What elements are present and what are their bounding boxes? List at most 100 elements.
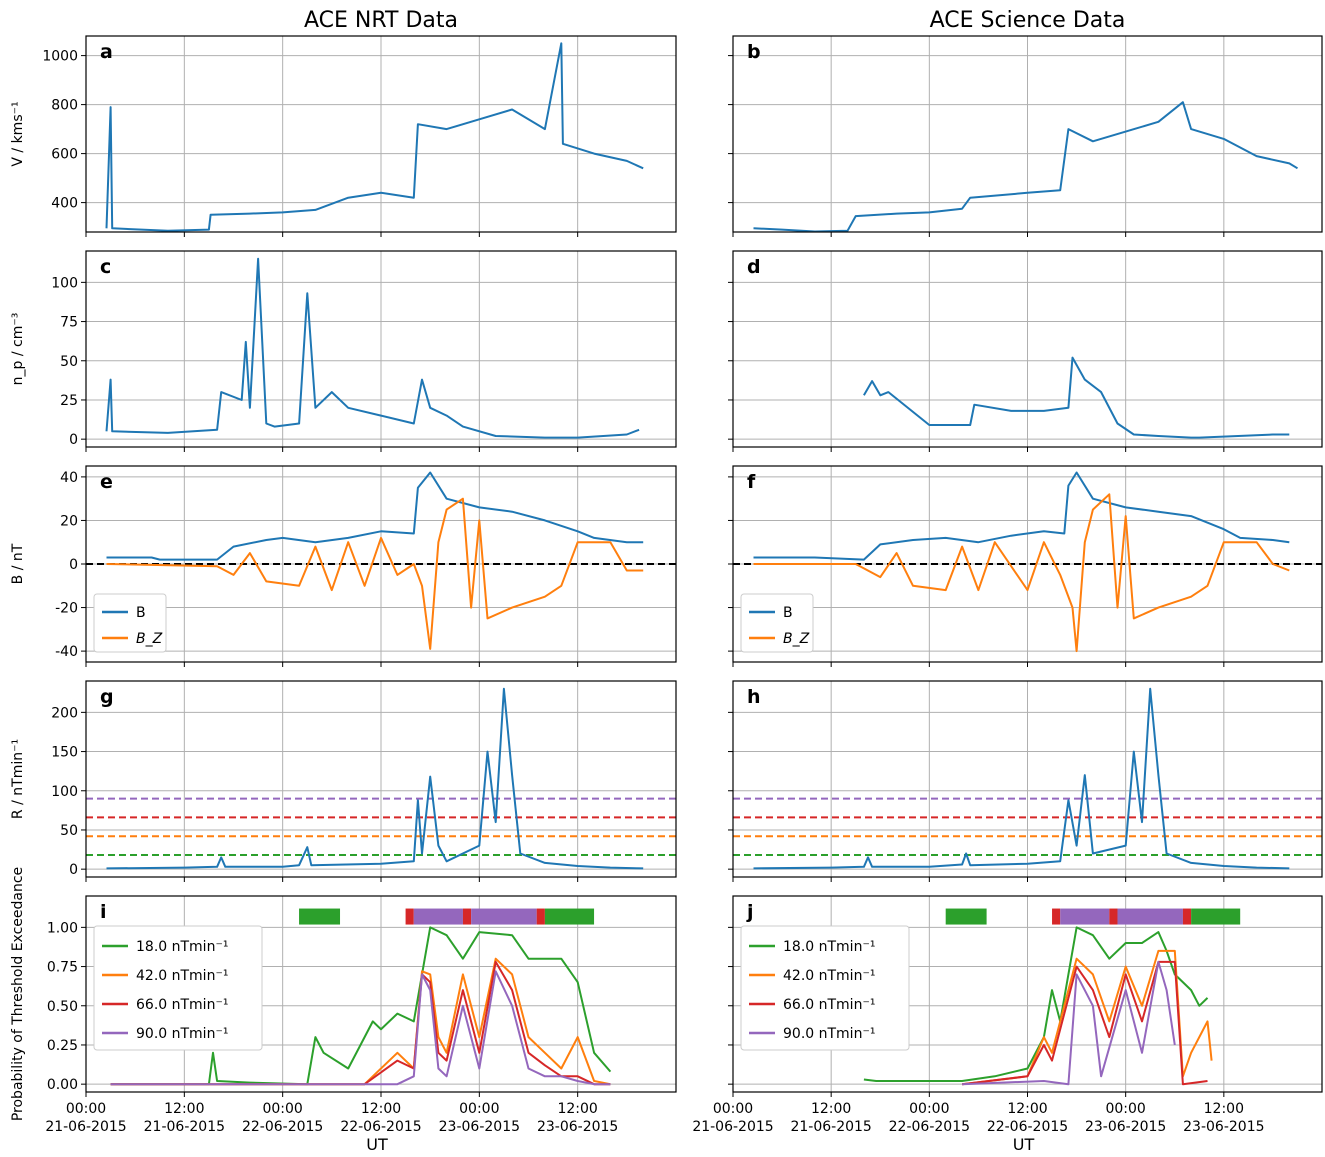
y-tick-label: -40: [55, 644, 78, 660]
y-tick-label: 800: [51, 98, 78, 114]
legend-box: [740, 925, 910, 1051]
y-tick-label: 0.00: [47, 1077, 78, 1093]
x-tick-date-label: 22-06-2015: [889, 1119, 970, 1135]
panel-letter: a: [100, 41, 113, 63]
y-tick-label: 40: [60, 470, 78, 486]
exceedance-bar: [462, 908, 472, 925]
panel-letter: j: [746, 901, 754, 923]
x-tick-date-label: 23-06-2015: [1085, 1119, 1166, 1135]
y-tick-label: 20: [60, 513, 78, 529]
y-tick-label: 0.25: [47, 1038, 78, 1054]
panel-letter: e: [100, 471, 113, 493]
y-tick-label: 0: [69, 862, 78, 878]
x-tick-date-label: 23-06-2015: [439, 1119, 520, 1135]
legend-label: 18.0 nTmin⁻¹: [783, 939, 875, 955]
series-line: [105, 42, 644, 232]
y-tick-label: -20: [55, 601, 78, 617]
y-tick-label: 0: [69, 432, 78, 448]
y-tick-label: 600: [51, 147, 78, 163]
y-tick-label: 100: [51, 275, 78, 291]
y-tick-label: 0.50: [47, 999, 78, 1015]
legend-label: 90.0 nTmin⁻¹: [783, 1026, 875, 1042]
series-line: [753, 101, 1299, 233]
x-tick-time-label: 00:00: [262, 1101, 302, 1117]
exceedance-bar: [1109, 908, 1118, 925]
panel-letter: b: [747, 41, 761, 63]
panel-letter: c: [100, 256, 111, 278]
y-tick-label: 1.00: [47, 920, 78, 936]
legend-label: B: [136, 605, 146, 621]
series-line: [961, 960, 1208, 1086]
y-tick-label: 400: [51, 196, 78, 212]
y-tick-label: 100: [51, 784, 78, 800]
x-tick-time-label: 12:00: [361, 1101, 401, 1117]
legend-probability: 18.0 nTmin⁻¹ 42.0 nTmin⁻¹ 66.0 nTmin⁻¹ 90.0…: [740, 925, 910, 1051]
y-axis-label: Probability of Threshold Exceedance: [10, 867, 26, 1121]
x-tick-date-label: 23-06-2015: [1183, 1119, 1264, 1135]
y-tick-label: 150: [51, 745, 78, 761]
y-axis-label: R / nTmin⁻¹: [10, 739, 26, 819]
series-line: [106, 471, 644, 561]
panel-letter: g: [100, 686, 114, 708]
legend-label: 66.0 nTmin⁻¹: [783, 997, 875, 1013]
x-tick-date-label: 21-06-2015: [45, 1119, 126, 1135]
legend-label: B_Z: [136, 631, 163, 647]
exceedance-bar: [405, 908, 414, 925]
legend-label: B: [783, 605, 793, 621]
exceedance-bar: [299, 908, 341, 925]
x-tick-time-label: 00:00: [66, 1101, 106, 1117]
legend-B: B B_Z: [740, 593, 814, 653]
exceedance-bar: [1191, 908, 1241, 925]
series-line: [110, 957, 611, 1086]
x-tick-date-label: 21-06-2015: [790, 1119, 871, 1135]
x-tick-time-label: 12:00: [1007, 1101, 1047, 1117]
y-axis-label: n_p / cm⁻³: [10, 313, 26, 386]
legend-B: B B_Z: [93, 593, 167, 653]
exceedance-bar: [1117, 908, 1183, 925]
legend-box: [93, 925, 263, 1051]
series-line: [753, 493, 1290, 653]
legend-label: B_Z: [783, 631, 810, 647]
panel-letter: f: [747, 471, 756, 493]
panel-letter: d: [747, 256, 761, 278]
x-tick-date-label: 23-06-2015: [537, 1119, 618, 1135]
legend-label: 66.0 nTmin⁻¹: [136, 997, 228, 1013]
exceedance-bar: [544, 908, 595, 925]
x-tick-date-label: 21-06-2015: [144, 1119, 225, 1135]
series-line: [105, 257, 640, 439]
y-tick-label: 25: [60, 393, 78, 409]
x-tick-date-label: 22-06-2015: [987, 1119, 1068, 1135]
y-tick-label: 0.75: [47, 960, 78, 976]
exceedance-bar: [536, 908, 545, 925]
y-tick-label: 200: [51, 705, 78, 721]
column-title: ACE Science Data: [930, 8, 1126, 33]
x-axis-label: UT: [366, 1135, 388, 1154]
y-tick-label: 75: [60, 315, 78, 331]
series-line: [106, 687, 644, 870]
x-tick-time-label: 12:00: [164, 1101, 204, 1117]
legend-label: 42.0 nTmin⁻¹: [783, 968, 875, 984]
x-axis-label: UT: [1013, 1135, 1035, 1154]
y-tick-label: 0: [69, 557, 78, 573]
legend-probability: 18.0 nTmin⁻¹ 42.0 nTmin⁻¹ 66.0 nTmin⁻¹ 90.0…: [93, 925, 263, 1051]
y-tick-label: 50: [60, 823, 78, 839]
x-tick-time-label: 00:00: [713, 1101, 753, 1117]
x-tick-time-label: 12:00: [811, 1101, 851, 1117]
legend-label: 42.0 nTmin⁻¹: [136, 968, 228, 984]
exceedance-bar: [1182, 908, 1192, 925]
exceedance-bar: [413, 908, 463, 925]
series-line: [110, 970, 611, 1086]
x-tick-time-label: 00:00: [459, 1101, 499, 1117]
exceedance-bar: [1060, 908, 1110, 925]
y-tick-label: 50: [60, 354, 78, 370]
x-tick-time-label: 00:00: [909, 1101, 949, 1117]
series-line: [753, 471, 1290, 561]
series-line: [110, 926, 612, 1086]
series-line: [961, 949, 1213, 1086]
exceedance-bar: [1052, 908, 1061, 925]
series-line: [753, 687, 1290, 870]
series-line: [863, 356, 1290, 439]
panel-letter: i: [100, 901, 107, 923]
column-title: ACE NRT Data: [304, 8, 458, 33]
